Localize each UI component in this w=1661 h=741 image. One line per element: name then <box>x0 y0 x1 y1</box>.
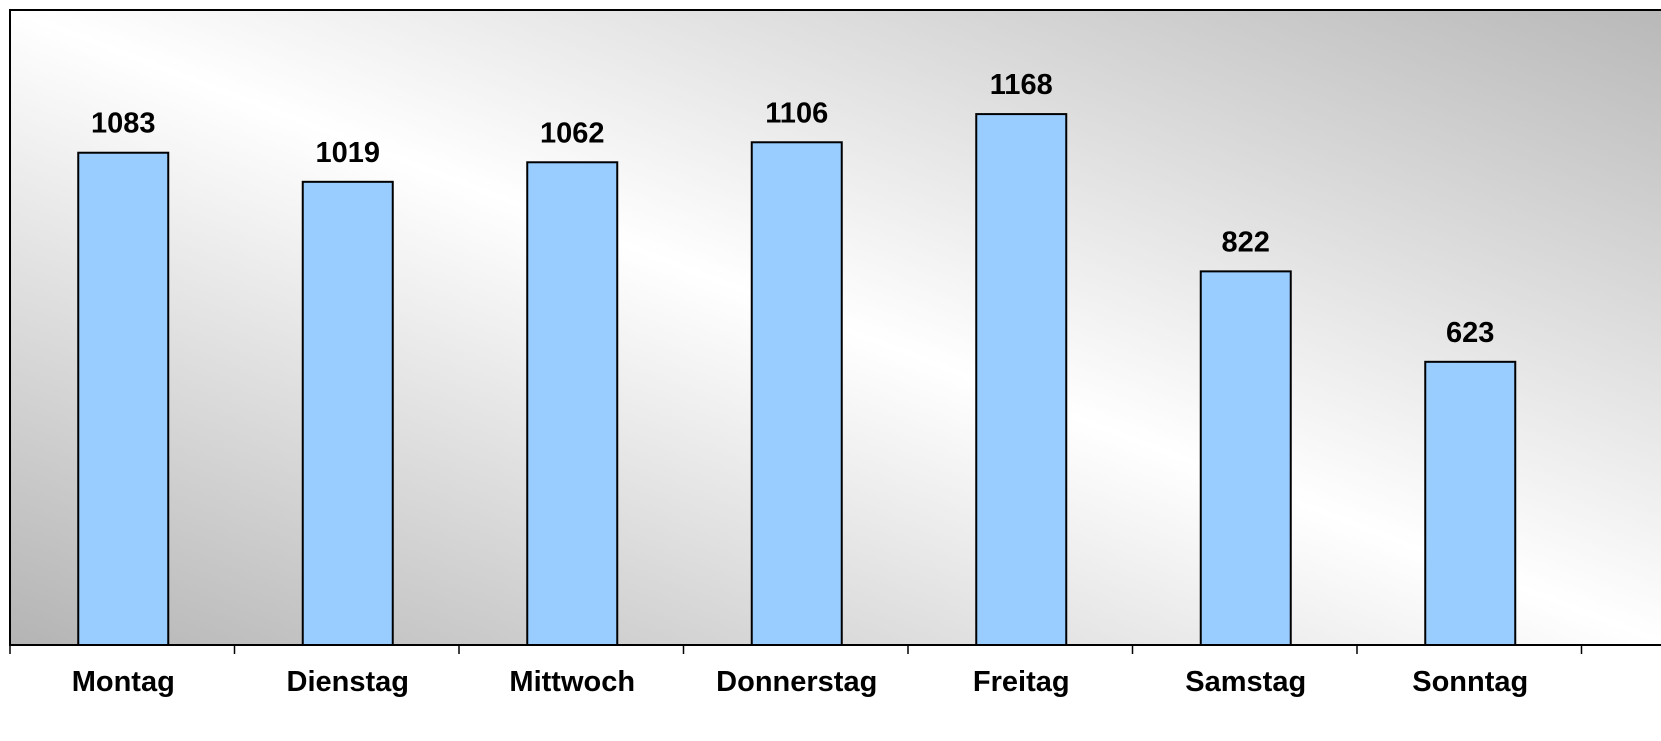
bar <box>1424 360 1517 646</box>
value-label: 822 <box>1222 226 1270 258</box>
value-label: 1019 <box>315 137 380 169</box>
bar <box>1199 270 1292 646</box>
x-tick-label: Mittwoch <box>509 666 635 698</box>
x-tick-label: Montag <box>72 666 175 698</box>
bar <box>301 180 394 646</box>
value-label: 1083 <box>91 108 156 140</box>
bar <box>750 141 843 646</box>
x-tick-label: Dienstag <box>287 666 409 698</box>
bar <box>975 113 1068 647</box>
x-tick-label: Freitag <box>973 666 1070 698</box>
bar <box>526 161 619 646</box>
value-label: 623 <box>1446 317 1494 349</box>
x-tick-label: Donnerstag <box>716 666 877 698</box>
value-label: 1168 <box>990 69 1053 101</box>
x-tick-label: Samstag <box>1185 666 1306 698</box>
value-label: 1062 <box>540 117 605 149</box>
bar <box>77 151 170 647</box>
x-tick-label: Sonntag <box>1412 666 1528 698</box>
value-label: 1106 <box>765 97 828 129</box>
